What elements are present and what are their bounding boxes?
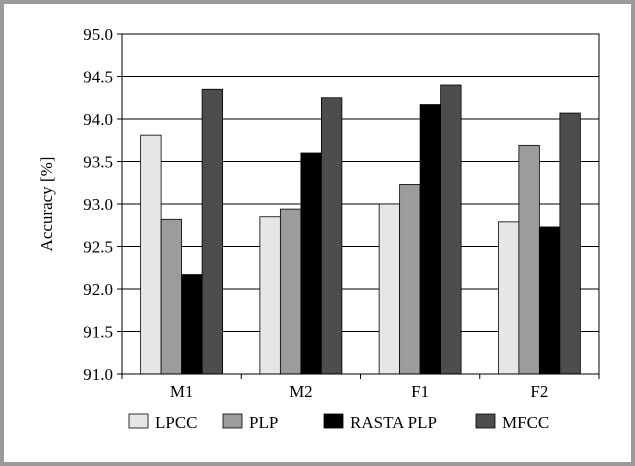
bars (140, 84, 581, 375)
bar-lpcc-f1 (378, 203, 401, 375)
y-tick-label: 94.0 (83, 110, 113, 129)
y-tick-label: 91.0 (83, 365, 113, 384)
legend-label: RASTA PLP (350, 413, 437, 432)
bar-mfcc-m1 (201, 88, 224, 375)
y-tick-label: 93.0 (83, 195, 113, 214)
bar-lpcc-m2 (259, 216, 281, 375)
legend-swatch-lpcc (128, 413, 149, 429)
bar-rasta-plp-m1 (181, 274, 203, 375)
legend-label: MFCC (502, 413, 549, 432)
legend: LPCC PLP RASTA PLP MFCC (128, 413, 549, 432)
bar-lpcc-f2 (497, 221, 520, 375)
legend-label: LPCC (155, 413, 198, 432)
x-axis-ticks: M1 M2 F1 F2 (121, 374, 600, 401)
x-tick-label: M2 (289, 382, 313, 401)
y-tick-label: 93.5 (83, 153, 113, 172)
bar-lpcc-m1 (140, 134, 162, 375)
bar-plp-f1 (399, 184, 421, 375)
x-tick-label: F2 (530, 382, 548, 401)
bar-mfcc-f2 (559, 112, 581, 375)
bar-mfcc-m2 (320, 97, 343, 375)
bar-plp-m2 (279, 208, 302, 375)
y-tick-label: 91.5 (83, 323, 113, 342)
y-tick-label: 95.0 (83, 25, 113, 44)
bar-rasta-plp-m2 (300, 152, 322, 375)
legend-swatch-rasta-plp (323, 413, 344, 429)
legend-label: PLP (249, 413, 278, 432)
y-axis-label: Accuracy [%] (37, 157, 56, 252)
legend-swatch-mfcc (475, 413, 496, 429)
bar-mfcc-f1 (440, 84, 462, 375)
x-tick-label: F1 (411, 382, 429, 401)
bar-plp-m1 (160, 218, 183, 375)
bar-plp-f2 (518, 144, 540, 375)
bar-chart: 91.091.592.092.593.093.594.094.595.0 M1 M… (37, 25, 600, 432)
y-axis-ticks: 91.0 91.5 92.0 92.5 93.0 93.5 94.0 94.5 95.0 (83, 25, 122, 384)
y-tick-label: 94.5 (83, 68, 113, 87)
legend-swatch-plp (222, 413, 243, 429)
bar-rasta-plp-f2 (538, 226, 561, 375)
y-tick-label: 92.5 (83, 238, 113, 257)
bar-rasta-plp-f1 (419, 104, 442, 375)
y-tick-label: 92.0 (83, 280, 113, 299)
x-tick-label: M1 (170, 382, 194, 401)
